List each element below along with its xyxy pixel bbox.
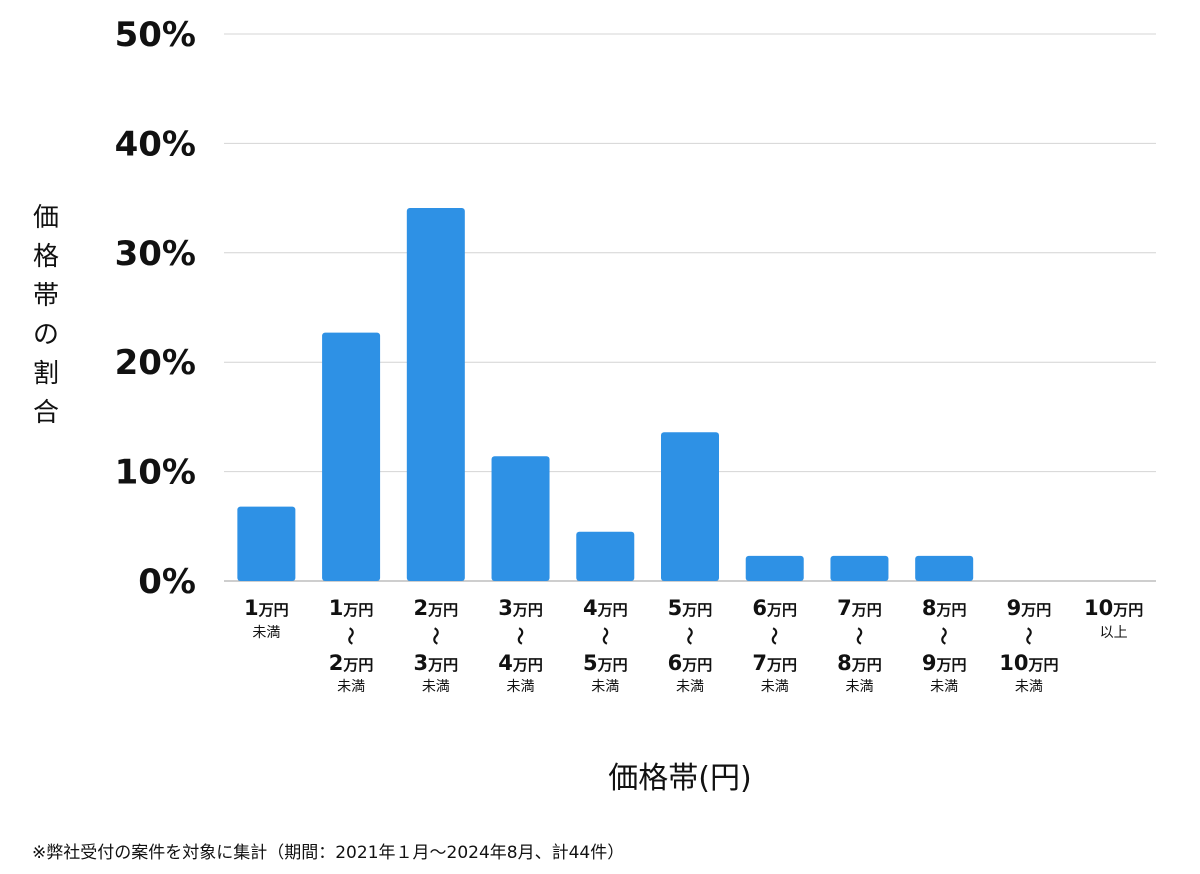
category-value: 9万円 — [922, 651, 967, 675]
category-value: 3万円 — [413, 651, 458, 675]
category-note: 未満 — [761, 679, 789, 695]
range-wave: 〜 — [932, 627, 953, 645]
category-value: 2万円 — [413, 596, 458, 620]
category-value: 1万円 — [244, 596, 289, 620]
category-value: 3万円 — [498, 596, 543, 620]
category-value: 8万円 — [837, 651, 882, 675]
bar — [237, 506, 296, 581]
bar — [745, 555, 804, 581]
category-note: 以上 — [1100, 625, 1128, 641]
footnote: ※弊社受付の案件を対象に集計（期間：2021年１月〜2024年8月、計44件） — [32, 843, 625, 863]
category-note: 未満 — [676, 679, 704, 695]
category-note: 未満 — [337, 679, 365, 695]
category-note: 未満 — [845, 679, 873, 695]
y-tick-label: 50% — [115, 15, 196, 55]
y-tick-label: 20% — [115, 343, 196, 383]
category-value: 1万円 — [329, 596, 374, 620]
category-note: 未満 — [252, 625, 280, 641]
category-value: 4万円 — [498, 651, 543, 675]
range-wave: 〜 — [678, 627, 699, 645]
category-value: 7万円 — [837, 596, 882, 620]
category-note: 未満 — [591, 679, 619, 695]
bar — [661, 432, 719, 581]
range-wave: 〜 — [424, 627, 445, 645]
category-value: 2万円 — [329, 651, 374, 675]
y-tick-label: 40% — [115, 124, 196, 164]
bars — [237, 207, 974, 582]
range-wave: 〜 — [847, 627, 868, 645]
category-value: 5万円 — [583, 651, 628, 675]
y-axis-ticks: 0% 10% 20% 30% 40% 50% — [115, 15, 196, 602]
y-tick-label: 30% — [115, 234, 196, 274]
category-value: 5万円 — [668, 596, 713, 620]
bar — [491, 456, 550, 581]
y-axis-title-text: 価格帯の割合 — [33, 203, 59, 428]
category-value: 4万円 — [583, 596, 628, 620]
x-axis-category-labels: 1万円未満1万円〜2万円未満2万円〜3万円未満3万円〜4万円未満4万円〜5万円未… — [244, 596, 1143, 695]
range-wave: 〜 — [509, 627, 530, 645]
range-wave: 〜 — [593, 627, 614, 645]
category-value: 10万円 — [999, 651, 1058, 675]
y-tick-label: 10% — [115, 453, 196, 493]
range-wave: 〜 — [763, 627, 784, 645]
bar — [322, 332, 381, 581]
bar — [915, 555, 974, 581]
category-value: 8万円 — [922, 596, 967, 620]
range-wave: 〜 — [1017, 627, 1038, 645]
bar — [576, 531, 635, 581]
y-tick-label: 0% — [138, 562, 196, 602]
category-note: 未満 — [1015, 679, 1043, 695]
category-value: 6万円 — [752, 596, 797, 620]
category-value: 10万円 — [1084, 596, 1143, 620]
bar — [830, 555, 889, 581]
category-note: 未満 — [422, 679, 450, 695]
category-value: 7万円 — [752, 651, 797, 675]
bar — [406, 207, 465, 582]
category-value: 9万円 — [1007, 596, 1052, 620]
category-note: 未満 — [507, 679, 535, 695]
category-value: 6万円 — [668, 651, 713, 675]
category-note: 未満 — [930, 679, 958, 695]
y-axis-title: 価格帯の割合 — [33, 203, 59, 428]
range-wave: 〜 — [339, 627, 360, 645]
x-axis-title: 価格帯(円) — [608, 761, 751, 796]
